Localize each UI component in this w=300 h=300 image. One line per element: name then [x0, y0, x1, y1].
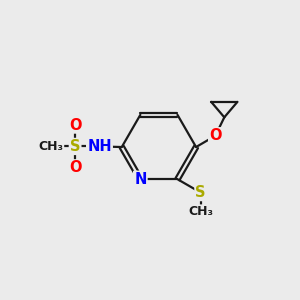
Text: N: N — [134, 172, 146, 187]
Text: CH₃: CH₃ — [38, 140, 63, 153]
Text: O: O — [69, 118, 81, 133]
Text: NH: NH — [87, 139, 112, 154]
Text: O: O — [69, 160, 81, 175]
Text: S: S — [195, 185, 206, 200]
Text: CH₃: CH₃ — [188, 206, 213, 218]
Text: S: S — [70, 139, 80, 154]
Text: O: O — [209, 128, 222, 143]
